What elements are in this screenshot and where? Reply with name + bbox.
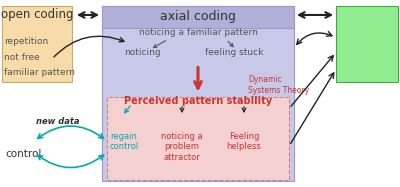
FancyBboxPatch shape [336, 6, 398, 82]
Text: feeling stuck: feeling stuck [205, 48, 263, 57]
FancyBboxPatch shape [107, 97, 289, 180]
Text: noticing a
problem
attractor: noticing a problem attractor [161, 132, 203, 162]
Text: familiar pattern: familiar pattern [4, 68, 75, 77]
Text: new data: new data [36, 117, 80, 126]
Text: Perceived pattern stability: Perceived pattern stability [124, 96, 272, 106]
Text: control: control [6, 149, 42, 159]
Text: open coding: open coding [1, 8, 73, 22]
Text: Dynamic
Systems Theory: Dynamic Systems Theory [248, 75, 309, 95]
FancyBboxPatch shape [2, 6, 72, 82]
Text: regain
control: regain control [109, 132, 139, 151]
Text: repetition: repetition [4, 37, 48, 46]
Text: noticing a familiar pattern: noticing a familiar pattern [138, 28, 258, 37]
FancyBboxPatch shape [102, 6, 294, 28]
FancyBboxPatch shape [102, 6, 294, 181]
Text: noticing: noticing [124, 48, 160, 57]
Text: axial coding: axial coding [160, 10, 236, 23]
Text: Feeling
helpless: Feeling helpless [227, 132, 261, 151]
Text: not free: not free [4, 53, 40, 62]
